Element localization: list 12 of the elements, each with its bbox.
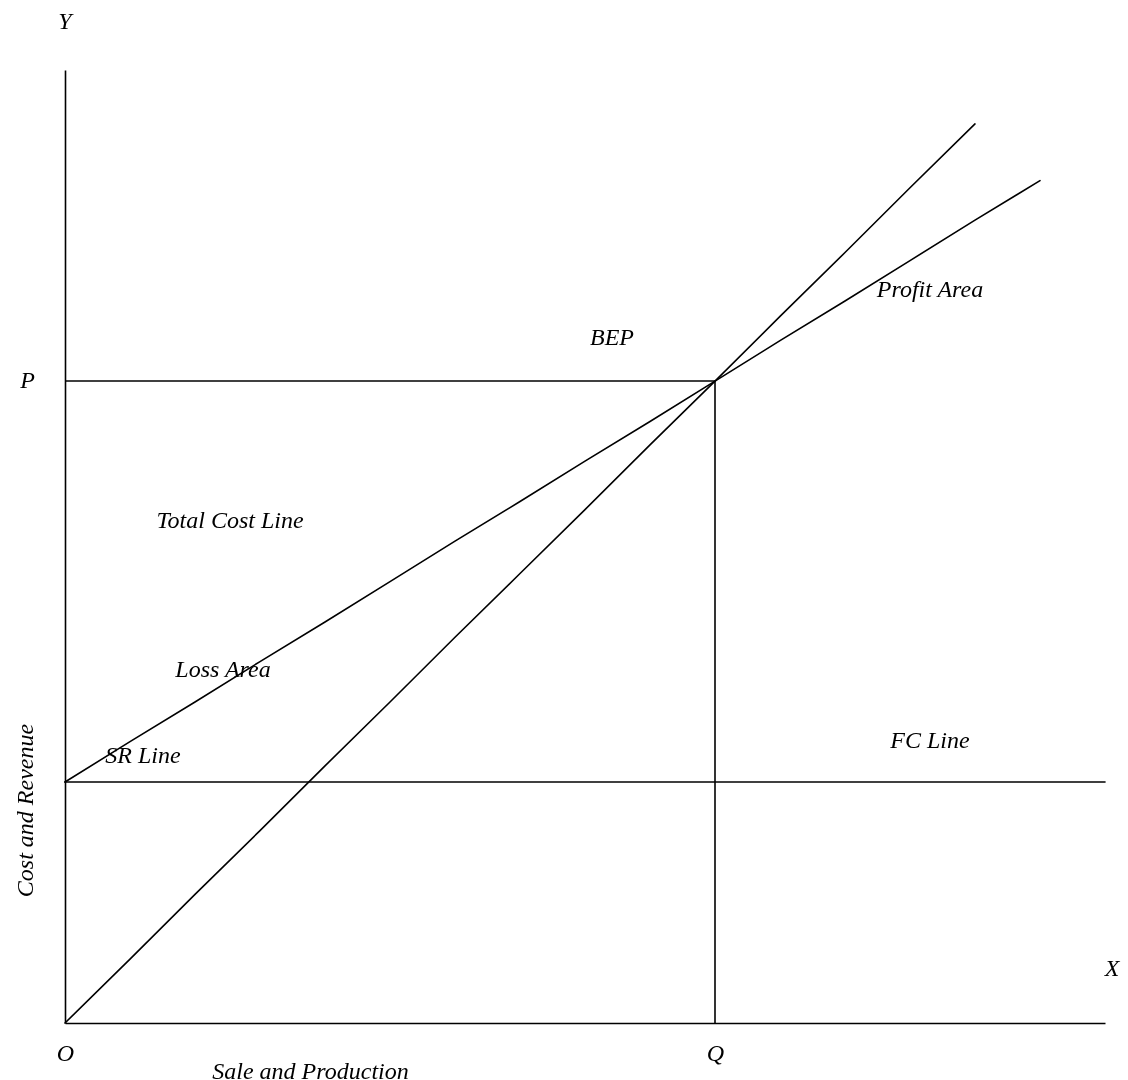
text: Y (58, 8, 75, 34)
annotation: FC Line (889, 727, 971, 753)
x-tick-label: Q (706, 1039, 725, 1066)
y-axis-title: Cost and Revenue (11, 723, 38, 898)
x-tick-label: O (56, 1039, 75, 1066)
annotation: BEP (590, 324, 635, 350)
annotation: Total Cost Line (156, 507, 304, 533)
ref-line-label: P (19, 367, 36, 394)
annotation: X (1103, 955, 1121, 981)
annotation: SR Line (105, 742, 182, 768)
annotation: Profit Area (875, 276, 984, 302)
x-axis-title: Sale and Production (212, 1057, 409, 1080)
